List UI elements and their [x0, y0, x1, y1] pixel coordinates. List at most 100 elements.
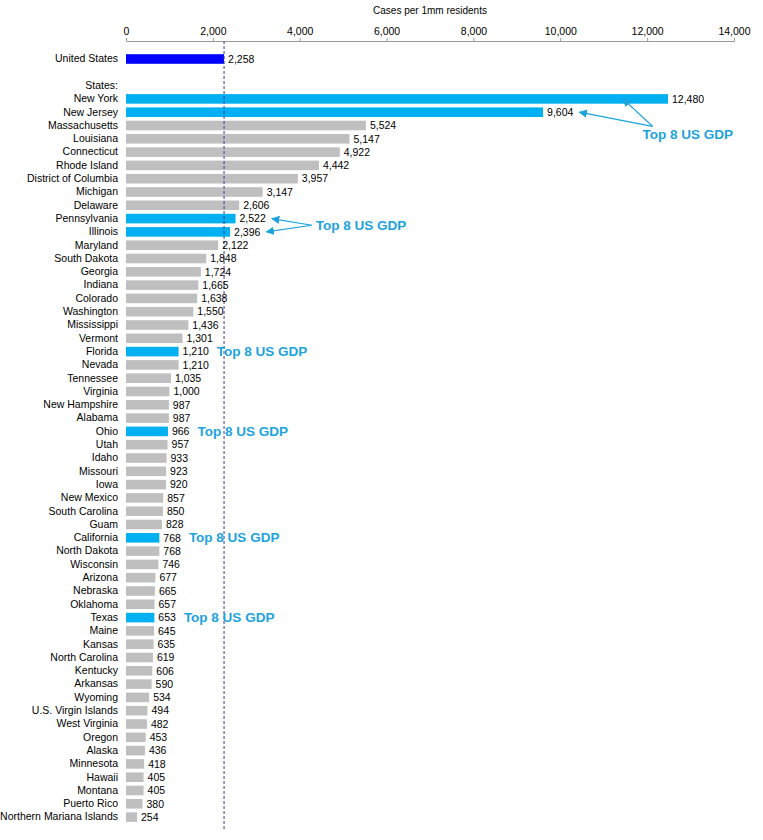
y-tick: Oregon	[83, 731, 118, 743]
data-label: 987	[173, 399, 191, 411]
y-tick: Pennsylvania	[56, 212, 119, 224]
category-label: Maryland	[75, 239, 118, 251]
bar	[126, 799, 143, 809]
bar	[126, 174, 298, 184]
y-tick: Kansas	[83, 638, 118, 650]
category-label: California	[74, 531, 119, 543]
data-label: 418	[148, 758, 166, 770]
bar	[126, 240, 218, 250]
annotation-arrow	[272, 219, 312, 226]
annotations: Top 8 US GDPTop 8 US GDPTop 8 US GDPTop …	[184, 99, 733, 625]
category-label: Louisiana	[73, 132, 118, 144]
bar	[126, 347, 179, 357]
y-tick: South Carolina	[49, 505, 119, 517]
y-tick: Nebraska	[73, 584, 118, 596]
y-tick: Oklahoma	[70, 598, 118, 610]
category-label: Mississippi	[67, 318, 118, 330]
category-label: Ohio	[96, 425, 118, 437]
data-label: 1,301	[187, 332, 213, 344]
bar	[126, 147, 340, 157]
y-tick: States:	[85, 79, 118, 91]
category-label: Georgia	[81, 265, 119, 277]
category-label: Pennsylvania	[56, 212, 119, 224]
data-label: 645	[158, 625, 176, 637]
x-tick-mark	[734, 38, 735, 41]
y-tick: Delaware	[74, 199, 119, 211]
data-label: 933	[171, 452, 189, 464]
category-label: Tennessee	[67, 372, 118, 384]
bar	[126, 573, 155, 583]
bar	[126, 320, 188, 330]
data-label: 534	[153, 691, 171, 703]
y-tick: United States	[55, 52, 118, 64]
data-label: 1,638	[201, 292, 227, 304]
y-tick: New Hampshire	[43, 398, 118, 410]
bar	[126, 586, 155, 596]
y-tick: Illinois	[89, 225, 118, 237]
data-label: 254	[141, 811, 159, 823]
y-tick: North Dakota	[56, 544, 118, 556]
category-label: Oregon	[83, 731, 118, 743]
x-tick-label: 8,000	[461, 25, 487, 37]
bar	[126, 187, 263, 197]
x-tick-mark	[560, 38, 561, 41]
data-label: 828	[166, 518, 184, 530]
data-label: 436	[149, 744, 167, 756]
category-label: Vermont	[79, 332, 118, 344]
y-tick: Kentucky	[75, 664, 119, 676]
x-tick-mark	[300, 38, 301, 41]
category-label: U.S. Virgin Islands	[32, 704, 118, 716]
y-tick: Vermont	[79, 332, 118, 344]
data-label: 1,035	[175, 372, 201, 384]
bar	[126, 546, 159, 556]
y-tick: Iowa	[96, 478, 118, 490]
data-label: 2,258	[228, 53, 254, 65]
y-tick: Florida	[86, 345, 118, 357]
category-label: New Jersey	[63, 106, 119, 118]
x-tick: 6,000	[374, 25, 400, 41]
x-tick: 4,000	[287, 25, 313, 41]
x-axis-line	[127, 41, 735, 42]
category-label: Nevada	[82, 358, 118, 370]
y-tick: Utah	[96, 438, 118, 450]
y-tick: Idaho	[92, 451, 118, 463]
x-tick-label: 2,000	[200, 25, 226, 37]
y-tick: District of Columbia	[27, 172, 118, 184]
y-tick: Massachusetts	[48, 119, 118, 131]
y-tick: Georgia	[81, 265, 119, 277]
data-label: 3,147	[267, 186, 293, 198]
x-tick-label: 14,000	[718, 25, 750, 37]
bar	[126, 373, 171, 383]
data-label: 2,396	[234, 226, 260, 238]
category-label: Maine	[89, 624, 118, 636]
bar	[126, 626, 154, 636]
data-labels: 2,25812,4809,6045,5245,1474,9224,4423,95…	[141, 53, 704, 823]
data-label: 5,147	[354, 133, 380, 145]
bar	[126, 267, 201, 277]
category-label: New York	[74, 92, 119, 104]
data-label: 4,442	[323, 159, 349, 171]
y-tick: New York	[74, 92, 119, 104]
y-tick: Arkansas	[74, 677, 118, 689]
y-tick: Louisiana	[73, 132, 118, 144]
y-tick: Maine	[89, 624, 118, 636]
data-label: 768	[163, 545, 181, 557]
bar	[126, 440, 168, 450]
category-label: Texas	[91, 611, 118, 623]
annotation-text: Top 8 US GDP	[189, 530, 280, 545]
y-tick: West Virginia	[57, 717, 119, 729]
bar	[126, 161, 319, 171]
y-tick: Alaska	[86, 744, 118, 756]
y-tick: Tennessee	[67, 372, 118, 384]
y-tick: Michigan	[76, 185, 118, 197]
bar	[126, 201, 239, 211]
y-tick: Nevada	[82, 358, 118, 370]
category-label: Puerto Rico	[63, 797, 118, 809]
y-tick: Missouri	[79, 465, 118, 477]
bar	[126, 400, 169, 410]
annotation-arrow	[579, 112, 652, 126]
bar	[126, 666, 152, 676]
bar	[126, 480, 166, 490]
category-label: South Carolina	[49, 505, 119, 517]
category-label: New Mexico	[61, 491, 118, 503]
